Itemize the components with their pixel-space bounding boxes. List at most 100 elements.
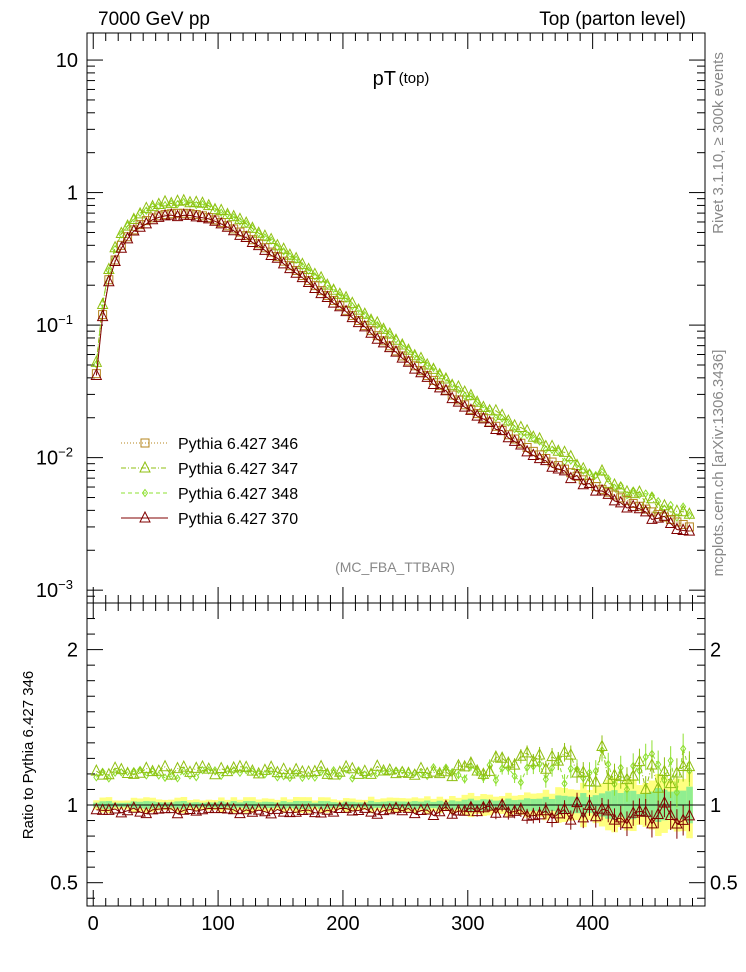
ratio-point <box>377 803 390 816</box>
data-point <box>227 223 240 236</box>
ratio-point <box>165 768 178 780</box>
ratio-point <box>608 768 621 780</box>
data-point <box>352 315 365 328</box>
ratio-point <box>284 766 296 779</box>
data-point <box>614 481 627 493</box>
ratio-point <box>521 745 533 758</box>
data-point <box>346 296 359 308</box>
data-point <box>190 195 203 207</box>
data-point <box>441 385 451 395</box>
data-point <box>121 231 134 244</box>
data-point <box>508 418 521 431</box>
watermark: (MC_FBA_TTBAR) <box>335 559 455 575</box>
data-point <box>502 413 515 426</box>
ratio-series-group <box>90 733 696 839</box>
ratio-point <box>633 754 646 767</box>
data-point <box>371 332 384 344</box>
ratio-point <box>271 802 284 814</box>
ratio-point <box>374 768 381 778</box>
ratio-point <box>415 761 427 774</box>
data-point <box>521 423 533 436</box>
ratio-point <box>177 803 190 815</box>
data-point <box>452 379 465 392</box>
data-point <box>646 512 658 524</box>
ratio-ytick-label-left: 0.5 <box>50 873 78 895</box>
header-left: 7000 GeV pp <box>98 9 210 30</box>
data-point <box>546 460 558 472</box>
legend-marker <box>139 460 151 473</box>
ratio-point <box>177 760 190 772</box>
ratio-point <box>502 756 515 768</box>
data-point <box>633 501 646 514</box>
legend-label: Pythia 6.427 348 <box>178 486 298 503</box>
data-point <box>193 200 200 210</box>
ratio-ytick-label-left: 2 <box>67 640 78 662</box>
series-line <box>95 212 690 528</box>
data-point <box>290 251 302 264</box>
ratio-point <box>221 764 234 777</box>
data-point <box>577 461 590 474</box>
ratio-point <box>277 762 290 774</box>
ratio-line <box>96 748 690 793</box>
data-point <box>477 411 490 424</box>
data-point <box>324 280 331 290</box>
legend-marker <box>139 510 151 523</box>
data-point <box>390 345 402 357</box>
x-tick-label: 200 <box>326 913 359 935</box>
ratio-point <box>614 769 627 782</box>
ratio-point <box>639 805 652 817</box>
data-point <box>508 434 521 446</box>
data-point <box>427 362 440 374</box>
data-point <box>103 262 115 274</box>
data-point <box>105 266 112 275</box>
ratio-frame <box>86 602 706 907</box>
data-point <box>608 493 621 506</box>
legend-marker <box>141 488 149 498</box>
ratio-point <box>377 763 390 776</box>
data-point <box>596 483 608 496</box>
ratio-point <box>315 759 327 772</box>
ratio-point <box>371 807 384 819</box>
ratio-point <box>180 766 187 776</box>
x-tick-label: 400 <box>576 913 609 935</box>
ratio-point <box>390 801 402 813</box>
side-text-bottom: mcplots.cern.ch [arXiv:1306.3436] <box>710 350 727 577</box>
data-point <box>234 228 246 240</box>
ratio-ytick-label-left: 1 <box>67 795 78 817</box>
data-point <box>415 365 427 378</box>
ratio-point <box>642 752 649 762</box>
legend: Pythia 6.427 346 Pythia 6.427 347 Pythia 6… <box>121 436 298 528</box>
ratio-point <box>596 739 608 751</box>
ratio-point <box>530 761 537 771</box>
ratio-point <box>496 751 508 763</box>
data-point <box>533 451 546 464</box>
data-point <box>589 483 602 496</box>
data-point <box>159 194 171 207</box>
data-point <box>277 256 290 269</box>
ratio-point <box>371 759 384 771</box>
ratio-point <box>128 767 140 779</box>
ratio-point <box>290 762 302 775</box>
ratio-point <box>440 764 452 777</box>
ratio-point <box>646 757 658 770</box>
x-axis: 0 100 200 300 400 <box>88 33 694 935</box>
ratio-point <box>589 775 602 787</box>
main-ytick-label: 10−1 <box>36 312 73 337</box>
ratio-point <box>109 801 121 814</box>
ratio-point <box>652 807 664 819</box>
ratio-point <box>161 773 169 783</box>
ratio-point <box>621 816 633 829</box>
data-point <box>299 261 306 271</box>
data-point <box>365 326 377 338</box>
ratio-point <box>293 768 300 778</box>
data-point <box>639 504 652 517</box>
x-tick-label: 0 <box>88 913 99 935</box>
data-point <box>605 474 612 484</box>
data-point <box>321 290 334 303</box>
ratio-point <box>227 802 240 815</box>
ratio-point <box>136 765 144 775</box>
ratio-ytick-label-right: 1 <box>710 795 721 817</box>
ratio-point <box>533 747 546 760</box>
ratio-point <box>490 750 502 762</box>
ratio-point <box>577 765 590 777</box>
